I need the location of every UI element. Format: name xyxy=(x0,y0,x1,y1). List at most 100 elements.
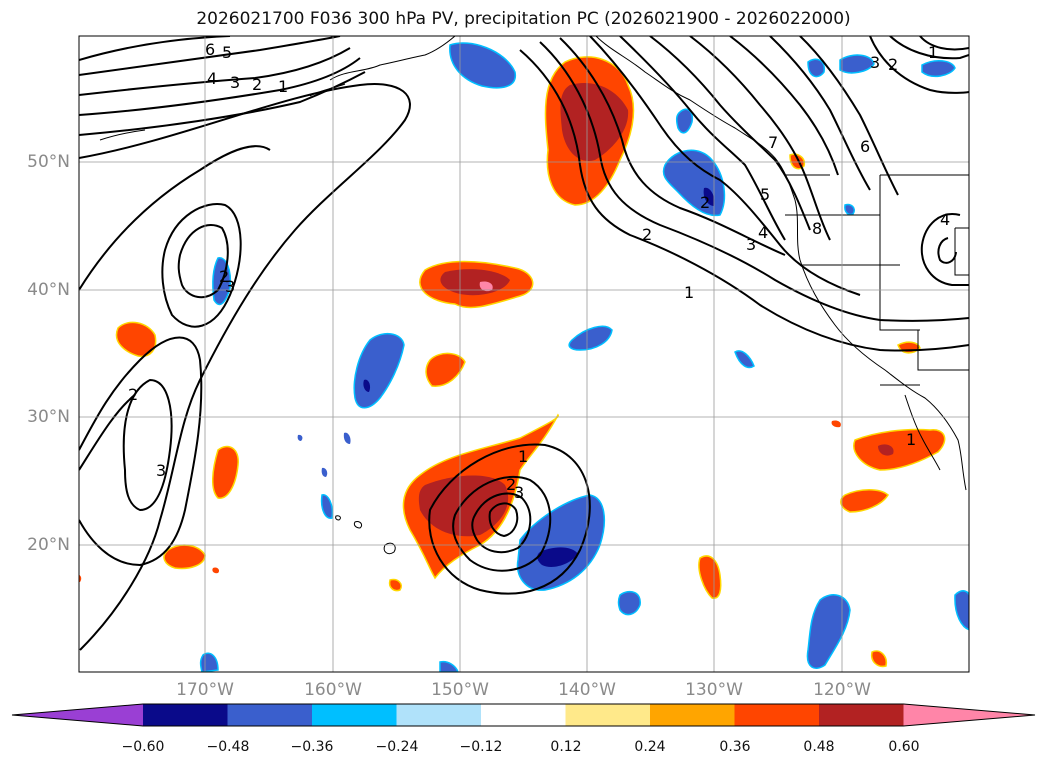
pv-contour xyxy=(920,213,969,286)
coastline xyxy=(954,227,969,276)
lon-label: 150°W xyxy=(431,680,489,700)
colorbar xyxy=(11,703,1036,727)
colorbar-swatch xyxy=(565,704,651,726)
colorbar-tick-label: −0.60 xyxy=(121,739,165,755)
pv-contour xyxy=(589,36,861,296)
colorbar-tick-label: −0.24 xyxy=(375,739,419,755)
plot-frame xyxy=(78,35,970,673)
pv-contour xyxy=(769,36,871,191)
colorbar-swatch xyxy=(734,704,820,726)
coastline xyxy=(329,36,456,81)
precip-area xyxy=(79,574,82,582)
coastline xyxy=(917,330,969,371)
pv-contour xyxy=(937,237,957,264)
contour-label: 4 xyxy=(758,223,768,242)
colorbar-outline xyxy=(11,703,1036,727)
contour-label: 2 xyxy=(506,475,516,494)
coastline xyxy=(879,175,920,331)
colorbar-tick-label: −0.12 xyxy=(459,739,503,755)
contour-label: 5 xyxy=(222,43,232,62)
precip-area xyxy=(560,82,629,161)
precip-area xyxy=(163,544,206,570)
precip-area xyxy=(388,578,402,592)
contour-label: 2 xyxy=(219,267,229,286)
precip-area xyxy=(363,379,371,392)
pv-contour xyxy=(79,36,341,76)
precip-area xyxy=(479,281,493,292)
colorbar-swatch xyxy=(396,704,482,726)
colorbar-tick-label: −0.48 xyxy=(206,739,250,755)
pv-contour xyxy=(519,49,969,352)
pv-contour xyxy=(79,47,351,96)
precip-area xyxy=(617,590,641,616)
precip-area xyxy=(425,352,466,387)
contour-label: 4 xyxy=(207,69,217,88)
precip-area xyxy=(921,60,956,78)
precip-area xyxy=(844,203,856,216)
coastline xyxy=(353,521,363,529)
map-title: 2026021700 F036 300 hPa PV, precipitatio… xyxy=(196,9,851,29)
precip-area xyxy=(212,567,220,574)
coastline xyxy=(383,542,396,555)
pv-contour xyxy=(649,36,811,231)
colorbar-tick-label: 0.60 xyxy=(888,739,920,755)
pv-contour xyxy=(619,36,786,241)
pv-contour xyxy=(869,36,969,94)
contour-label: 2 xyxy=(642,225,652,244)
colorbar-extend-high xyxy=(903,704,1035,726)
lat-label: 30°N xyxy=(27,407,70,427)
contour-label: 7 xyxy=(768,133,778,152)
contour-label: 3 xyxy=(156,461,166,480)
contour-label: 1 xyxy=(928,43,938,62)
pv-contour xyxy=(919,36,969,51)
lon-label: 170°W xyxy=(176,680,234,700)
pv-contour xyxy=(471,492,532,554)
colorbar-swatch xyxy=(481,704,566,726)
pv-contour xyxy=(488,502,519,538)
precip-area xyxy=(853,428,946,471)
colorbar-tick-label: 0.12 xyxy=(550,739,582,755)
precip-area xyxy=(840,489,889,513)
lon-label: 130°W xyxy=(685,680,743,700)
colorbar-tick-label: −0.36 xyxy=(290,739,334,755)
precip-area xyxy=(440,269,510,296)
precip-area xyxy=(449,42,516,89)
precip-area xyxy=(703,187,715,206)
contour-label: 6 xyxy=(860,137,870,156)
contour-label: 8 xyxy=(812,219,822,238)
contour-label-layer: 6 5 4 3 2 1 1 2 3 4 5 6 7 8 2 3 4 1 2 3 … xyxy=(128,40,950,502)
precip-area xyxy=(954,590,969,631)
pv-contour xyxy=(889,36,969,60)
precip-area xyxy=(878,444,894,456)
pv-contour xyxy=(79,36,231,61)
contour-label: 3 xyxy=(230,73,240,92)
coastlines xyxy=(99,36,969,555)
precip-area xyxy=(807,58,825,78)
precip-area xyxy=(537,547,578,567)
contour-label: 3 xyxy=(514,483,524,502)
precip-area xyxy=(806,594,851,669)
pv-contour xyxy=(452,475,552,572)
colorbar-swatch xyxy=(227,704,313,726)
pv-contour xyxy=(79,83,411,651)
precip-area xyxy=(212,445,239,499)
coastline xyxy=(99,129,146,141)
colorbar-tick-label: 0.36 xyxy=(719,739,751,755)
contour-label: 2 xyxy=(252,75,262,94)
contour-label: 3 xyxy=(225,277,235,296)
contour-label: 1 xyxy=(684,283,694,302)
precip-area xyxy=(698,555,722,599)
pv-contour xyxy=(689,36,831,241)
pv-contour xyxy=(559,37,786,256)
colorbar-swatch xyxy=(650,704,735,726)
lon-label: 160°W xyxy=(304,680,362,700)
precip-area xyxy=(321,467,328,477)
pv-contour xyxy=(79,394,136,471)
colorbar-swatch xyxy=(312,704,397,726)
precip-area xyxy=(439,660,459,672)
pv-contour xyxy=(79,145,271,291)
coastline xyxy=(595,36,967,491)
lat-label: 50°N xyxy=(27,152,70,172)
precip-area xyxy=(115,321,157,358)
